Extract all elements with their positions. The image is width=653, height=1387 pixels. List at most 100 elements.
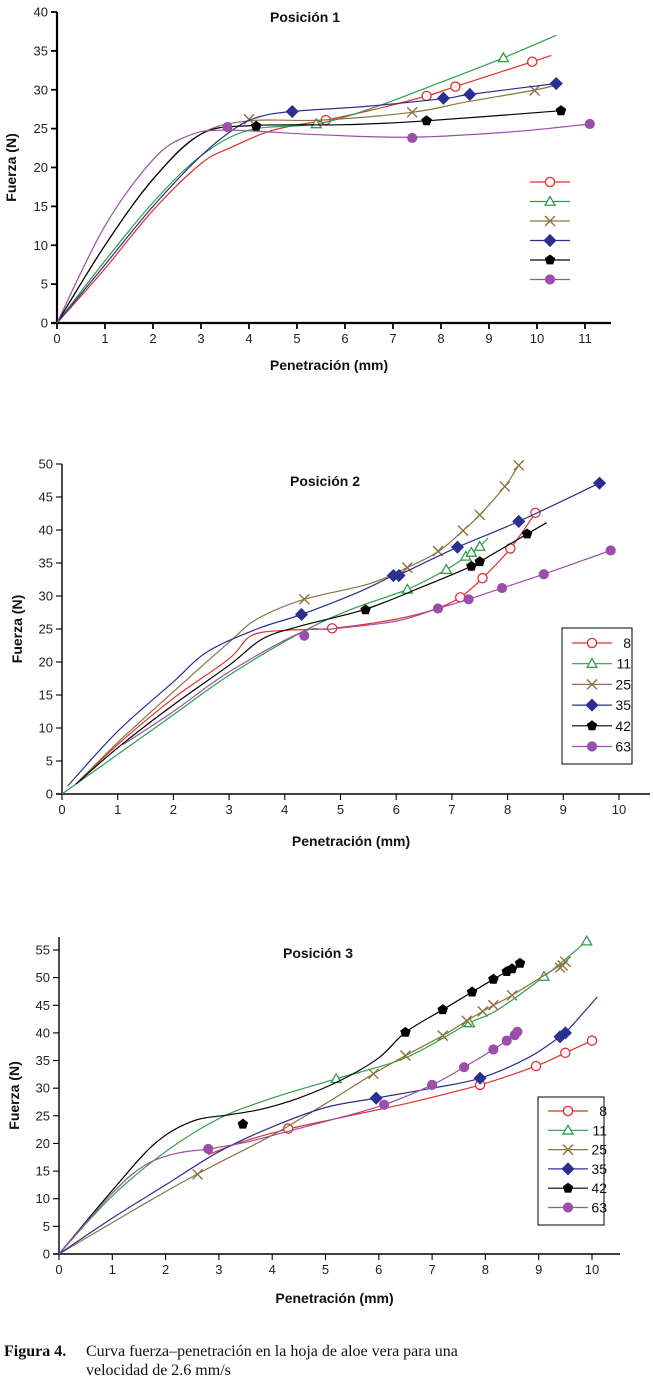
data-point-63 — [496, 582, 508, 594]
data-point-11 — [463, 1016, 476, 1028]
x-tick-label: 6 — [393, 802, 400, 817]
series-63 — [56, 118, 595, 324]
x-tick-label: 7 — [428, 1262, 435, 1277]
y-tick-label: 55 — [36, 943, 50, 958]
x-tick-label: 0 — [58, 802, 65, 817]
series-11 — [56, 34, 557, 324]
series-63 — [58, 1026, 523, 1255]
data-point-25 — [437, 1030, 449, 1042]
marker-stroke — [477, 1005, 489, 1017]
legend-label: 42 — [615, 718, 631, 734]
data-point-42 — [400, 1026, 411, 1037]
legend-label: 42 — [591, 1180, 607, 1196]
data-point-63 — [203, 1143, 214, 1155]
legend-label: 63 — [591, 1200, 607, 1216]
legend-label: 8 — [599, 1103, 607, 1119]
data-point-35 — [592, 476, 607, 490]
data-point-35 — [473, 1071, 487, 1085]
legend-item-35 — [530, 233, 570, 248]
data-point-25 — [461, 1015, 473, 1027]
y-tick-label: 30 — [36, 1081, 50, 1096]
legend-marker — [561, 1123, 575, 1135]
series-8 — [75, 507, 541, 785]
caption-label: Figura 4. — [4, 1343, 67, 1360]
x-tick-label: 6 — [341, 331, 348, 346]
data-point-35 — [450, 540, 465, 554]
data-point-63 — [605, 545, 616, 556]
x-axis-title: Penetración (mm) — [275, 1290, 393, 1306]
legend-item-42: 42 — [548, 1180, 607, 1196]
y-tick-label: 35 — [34, 43, 48, 58]
x-tick-label: 8 — [504, 802, 511, 817]
data-point-11 — [440, 563, 453, 574]
data-point-11 — [580, 934, 593, 946]
series-line-8 — [207, 1040, 593, 1156]
chart-title: Posición 2 — [290, 473, 360, 489]
x-tick-label: 2 — [170, 802, 177, 817]
series-35 — [58, 996, 598, 1255]
y-tick-label: 25 — [36, 1108, 50, 1123]
legend-marker — [586, 741, 598, 752]
legend-marker — [544, 254, 556, 265]
legend-item-11: 11 — [548, 1122, 607, 1138]
data-point-35 — [463, 87, 477, 101]
series-42 — [56, 105, 567, 324]
legend-item-25: 25 — [572, 676, 631, 692]
data-point-8 — [526, 56, 538, 68]
legend-marker — [544, 215, 556, 227]
x-tick-label: 10 — [612, 802, 626, 817]
legend-item-35: 35 — [572, 697, 631, 713]
legend-label: 35 — [591, 1161, 607, 1177]
data-point-25 — [559, 956, 571, 968]
chart-title: Posición 1 — [270, 9, 340, 25]
data-point-25 — [506, 989, 518, 1001]
legend-item-25 — [530, 215, 570, 227]
series-11 — [58, 934, 593, 1255]
series-line-11 — [61, 537, 489, 795]
marker-stroke — [437, 1030, 449, 1042]
x-tick-label: 3 — [225, 802, 232, 817]
x-tick-label: 10 — [530, 331, 544, 346]
data-point-35 — [294, 607, 309, 622]
data-point-42 — [506, 963, 518, 974]
y-tick-label: 50 — [36, 970, 50, 985]
x-tick-label: 4 — [281, 802, 288, 817]
data-point-42 — [437, 1004, 448, 1015]
y-tick-label: 20 — [36, 1136, 50, 1151]
data-point-63 — [488, 1044, 499, 1055]
data-point-63 — [463, 594, 474, 605]
series-line-11 — [56, 34, 557, 324]
y-tick-label: 5 — [43, 1219, 50, 1234]
y-tick-label: 40 — [34, 5, 48, 20]
legend-item-42: 42 — [572, 718, 631, 734]
data-point-42 — [250, 120, 262, 131]
marker-stroke — [529, 85, 541, 97]
data-point-25 — [487, 999, 499, 1011]
marker-stroke — [487, 999, 499, 1011]
series-line-25 — [58, 961, 567, 1255]
x-tick-label: 8 — [482, 1262, 489, 1277]
data-point-25 — [399, 1050, 411, 1062]
x-tick-label: 1 — [101, 331, 108, 346]
figure-caption: Figura 4. Curva fuerza–penetración en la … — [4, 1342, 644, 1380]
legend-marker — [585, 698, 599, 712]
legend-label: 11 — [592, 1122, 607, 1138]
y-tick-label: 25 — [39, 622, 53, 637]
legend-label: 63 — [615, 739, 631, 755]
marker-stroke — [474, 509, 486, 521]
legend-item-11: 11 — [572, 656, 631, 672]
marker-stroke — [559, 956, 571, 968]
y-tick-label: 40 — [36, 1025, 50, 1040]
data-point-63 — [538, 569, 549, 580]
y-tick-label: 20 — [39, 655, 53, 670]
marker-stroke — [298, 593, 310, 605]
marker-stroke — [513, 459, 525, 471]
series-line-42 — [56, 110, 562, 324]
data-point-42 — [466, 986, 478, 997]
y-tick-label: 5 — [46, 754, 53, 769]
legend-marker — [562, 1144, 574, 1156]
y-tick-label: 30 — [39, 589, 53, 604]
legend-item-25: 25 — [548, 1142, 607, 1158]
marker-stroke — [506, 989, 518, 1001]
